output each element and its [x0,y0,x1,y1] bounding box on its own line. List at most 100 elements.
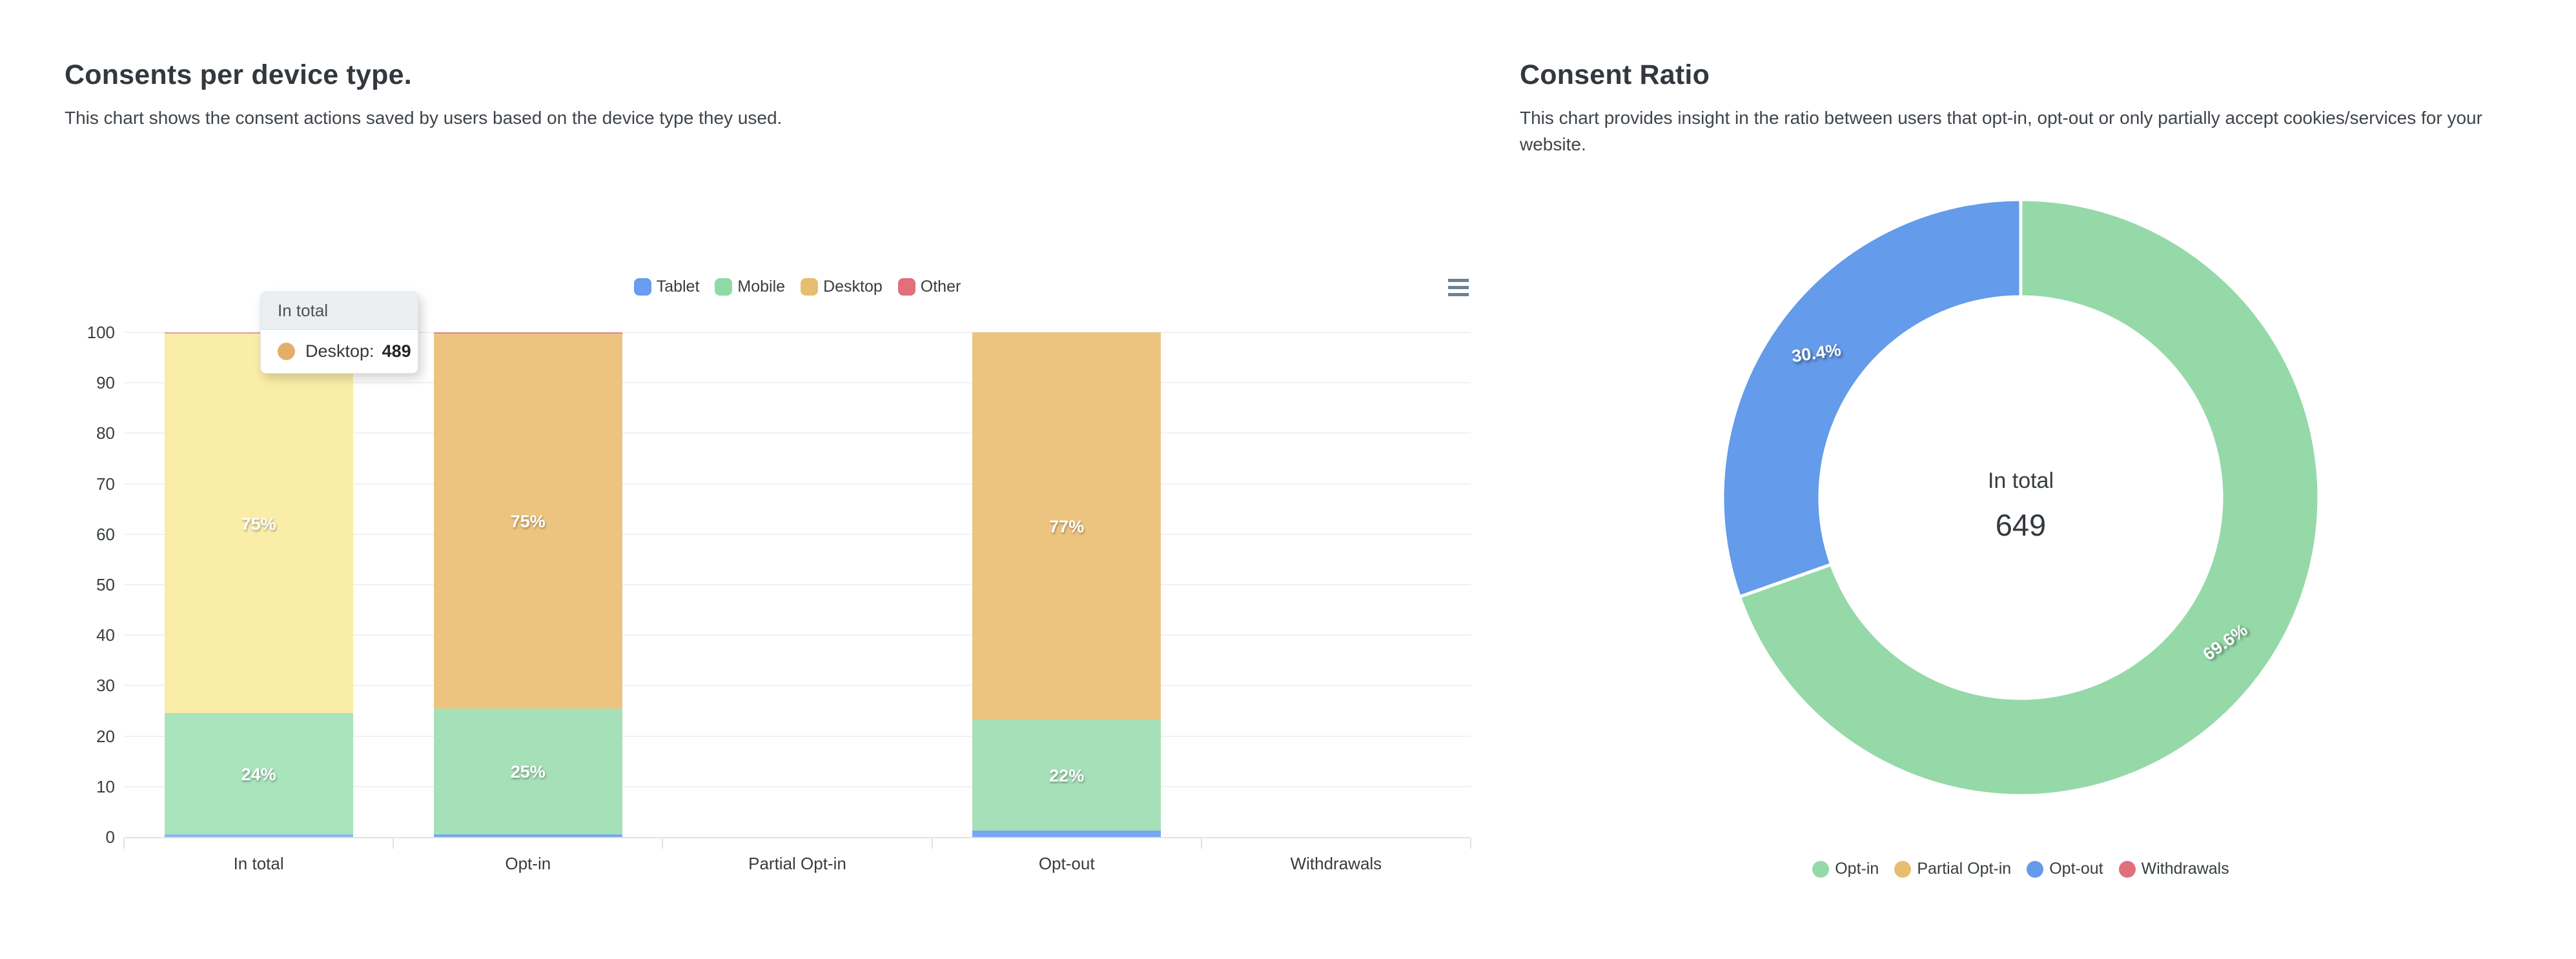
y-axis-label: 40 [96,625,115,645]
chart-tooltip: In total Desktop: 489 [260,292,418,374]
legend-label: Other [920,278,961,296]
legend-label: Tablet [656,278,700,296]
x-axis-tick [662,838,664,849]
bar-segment-desktop[interactable] [433,333,622,709]
legend-marker-desktop [801,278,819,296]
bar-value-label: 22% [1049,765,1085,785]
donut-legend-marker-withdrawals [2118,860,2136,878]
donut-legend-item-opt-in[interactable]: Opt-in [1812,860,1879,878]
bar-segment-desktop[interactable] [972,332,1161,720]
y-axis-label: 50 [96,575,115,594]
gridline [124,685,1471,687]
bar-segment-tablet[interactable] [972,830,1161,837]
bar-segment-desktop[interactable] [164,334,353,714]
y-axis-label: 0 [105,827,115,847]
donut-legend-label: Withdrawals [2141,860,2229,878]
x-axis-tick [1200,838,1202,849]
legend-item-other[interactable]: Other [897,278,961,296]
gridline [124,785,1471,787]
tooltip-row: Desktop: 489 [261,330,418,373]
consent-ratio-donut: 69.6%30.4% [1721,197,2321,798]
donut-slice-opt-in[interactable] [1737,197,2321,798]
bar-value-label: 24% [241,765,276,785]
legend-marker-other [897,278,915,296]
legend-label: Desktop [823,278,883,296]
y-axis-label: 10 [96,776,115,796]
bar-chart-subtitle: This chart shows the consent actions sav… [65,108,782,128]
menu-bar [1448,293,1469,296]
gridline [124,332,1471,333]
y-axis-label: 70 [96,474,115,494]
bar-chart-legend: Tablet Mobile Desktop Other [124,278,1471,296]
bar-value-label: 77% [1049,516,1085,536]
donut-legend-marker-opt-in [1812,860,1830,878]
x-axis-tick [1470,838,1471,849]
donut-center-value: 649 [1995,508,2047,542]
donut-legend-item-opt-out[interactable]: Opt-out [2027,860,2103,878]
gridline [124,735,1471,737]
x-axis-label: Opt-out [1038,854,1095,873]
legend-marker-mobile [715,278,733,296]
bar-segment-mobile[interactable] [972,719,1161,831]
tooltip-series-label: Desktop: [305,341,374,361]
donut-chart-title: Consent Ratio [1520,59,1710,90]
bar-segment-tablet[interactable] [164,834,353,837]
gridline [124,634,1471,636]
x-axis-tick [931,838,933,849]
donut-legend-marker-opt-out [2027,860,2044,878]
gridline [124,432,1471,434]
bar-opt-in[interactable]: 25% 75% [433,332,622,837]
gridline [124,483,1471,485]
bar-in-total[interactable]: 24% 75% [164,332,353,837]
bar-chart-title: Consents per device type. [65,59,412,90]
gridline [124,584,1471,585]
x-axis-tick [123,838,125,849]
legend-label: Mobile [737,278,786,296]
chart-menu-icon[interactable] [1448,279,1470,296]
donut-legend-item-withdrawals[interactable]: Withdrawals [2118,860,2229,878]
bar-opt-out[interactable]: 22% 77% [972,332,1161,837]
donut-center-label: In total [1987,469,2054,493]
y-axis-label: 20 [96,726,115,746]
x-axis-label: In total [233,854,284,873]
bar-segment-other[interactable] [433,332,622,334]
bar-value-label: 75% [510,512,546,532]
bar-segment-tablet[interactable] [433,834,622,837]
bar-segment-other[interactable] [164,332,353,334]
y-axis-label: 100 [87,323,115,342]
legend-marker-tablet [633,278,651,296]
donut-legend: Opt-in Partial Opt-in Opt-out Withdrawals [1719,860,2322,878]
donut-legend-label: Partial Opt-in [1917,860,2012,878]
donut-legend-marker-partial-opt-in [1894,860,1912,878]
y-axis-label: 90 [96,373,115,393]
donut-legend-label: Opt-out [2049,860,2103,878]
legend-item-mobile[interactable]: Mobile [715,278,785,296]
x-axis-label: Opt-in [505,854,551,873]
gridline [124,382,1471,384]
legend-item-tablet[interactable]: Tablet [633,278,700,296]
x-axis-label: Withdrawals [1290,854,1382,873]
y-axis-label: 30 [96,676,115,696]
bar-segment-mobile[interactable] [164,713,353,835]
donut-legend-item-partial-opt-in[interactable]: Partial Opt-in [1894,860,2011,878]
bar-segment-mobile[interactable] [433,708,622,835]
consents-per-device-chart: Consents per device type. This chart sho… [65,59,1471,873]
x-axis-label: Partial Opt-in [748,854,846,873]
bar-value-label: 25% [510,762,546,782]
donut-slice-opt-out[interactable] [1721,197,2023,599]
y-axis-label: 80 [96,423,115,443]
menu-bar [1448,286,1469,289]
x-axis-tick [393,838,394,849]
tooltip-series-value: 489 [382,341,411,361]
tooltip-title: In total [261,292,418,330]
x-axis-line [124,837,1471,838]
donut-legend-label: Opt-in [1835,860,1879,878]
y-axis-label: 60 [96,524,115,544]
donut-chart-subtitle: This chart provides insight in the ratio… [1520,108,2482,154]
legend-item-desktop[interactable]: Desktop [801,278,883,296]
menu-bar [1448,279,1469,282]
tooltip-series-marker [278,343,295,360]
bar-value-label: 75% [241,514,276,534]
gridline [124,533,1471,535]
